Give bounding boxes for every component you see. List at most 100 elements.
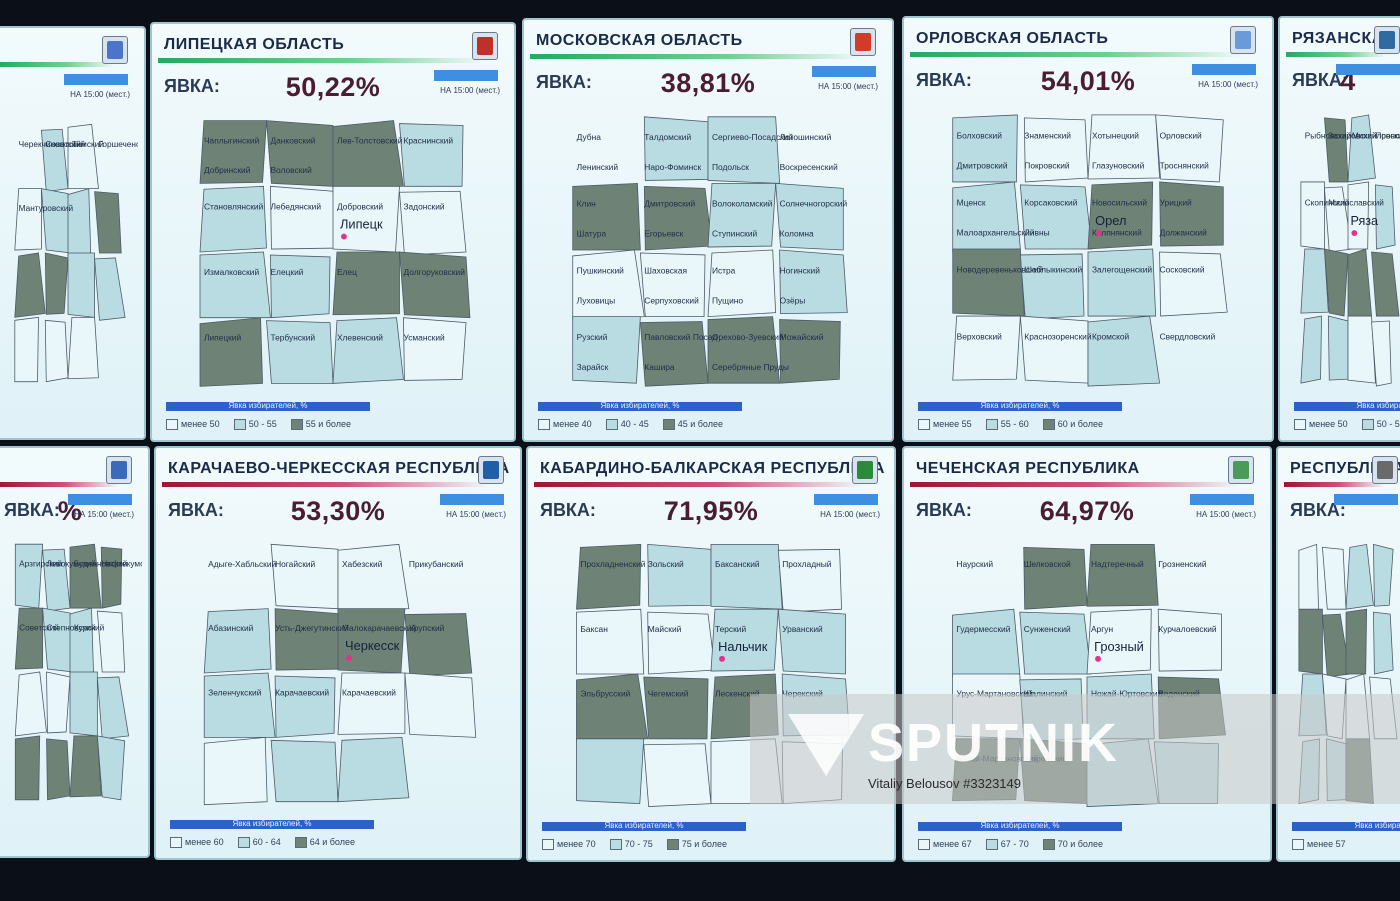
district-label: Пущино xyxy=(712,295,743,305)
title-underline xyxy=(1286,52,1386,57)
district-label: Елецкий xyxy=(270,267,303,277)
district-map: Болховский Знаменский Хотынецкий Орловский М… xyxy=(910,100,1266,398)
turnout-legend: Явка избирателей, % менее 40 40 - 45 45 и б… xyxy=(538,401,878,434)
district-shape xyxy=(1347,248,1372,320)
district-shape xyxy=(1087,248,1157,317)
district-label: Солнечногорский xyxy=(780,199,848,209)
district-shape xyxy=(777,548,842,613)
district-shape xyxy=(266,320,334,384)
title-underline xyxy=(910,52,1242,57)
legend-label: 64 и более xyxy=(309,837,355,848)
district-shape xyxy=(1373,543,1394,607)
district-shape xyxy=(710,608,779,672)
legend-swatch xyxy=(237,837,250,849)
district-label: Истра xyxy=(712,265,736,275)
district-shape xyxy=(337,736,410,803)
district-shape xyxy=(1375,184,1396,250)
district-label: Знаменский xyxy=(1024,130,1071,140)
district-shape xyxy=(1087,315,1161,387)
sputnik-logo-icon xyxy=(788,714,864,776)
district-shape xyxy=(952,315,1021,381)
district-shape xyxy=(952,608,1021,678)
district-label: Урицкий xyxy=(1160,197,1192,207)
legend-swatch xyxy=(170,837,182,849)
district-label: Черекский xyxy=(782,689,823,699)
capital-dot-icon xyxy=(346,655,352,661)
title-underline xyxy=(530,54,862,59)
district-label: Карачаевский xyxy=(275,688,329,698)
legend-swatch xyxy=(985,419,998,431)
district-label: Баксанский xyxy=(715,559,760,569)
district-label: Ножай-Юртовский xyxy=(1091,689,1163,699)
district-label: Чегемский xyxy=(648,689,689,699)
district-shape xyxy=(1300,181,1325,250)
legend-label: 60 и более xyxy=(1057,419,1103,430)
turnout-label: ЯВКА: xyxy=(916,70,972,90)
legend-item: менее 67 xyxy=(918,839,972,851)
district-shape xyxy=(572,182,641,251)
legend-bar xyxy=(918,402,1122,411)
district-label: Новодеревеньковский xyxy=(957,264,1044,274)
district-label: Кашира xyxy=(644,362,675,372)
time-note: НА 15:00 (мест.) xyxy=(70,90,130,99)
legend-item: 75 и более xyxy=(666,839,727,851)
legend-label: менее 55 xyxy=(933,419,972,430)
district-shape xyxy=(399,190,467,256)
turnout-value: 54,01% xyxy=(1040,66,1136,96)
legend-item: 70 - 75 xyxy=(609,839,653,851)
district-shape xyxy=(576,543,642,610)
region-title: ЛИПЕЦКАЯ ОБЛАСТЬ xyxy=(164,36,345,53)
district-label: Буденновский xyxy=(74,559,128,569)
turnout-value: 71,95% xyxy=(663,496,759,526)
district-map: Чаплыгинский Данковский Лев-Толстовский Кра… xyxy=(158,106,508,398)
district-shape xyxy=(274,675,336,738)
panel-header: ЧЕЧЕНСКАЯ РЕСПУБЛИКА xyxy=(904,448,1270,506)
district-shape xyxy=(14,316,39,383)
district-shape xyxy=(14,252,46,318)
district-shape xyxy=(69,607,94,676)
legend-swatch xyxy=(1042,839,1055,851)
legend-bar xyxy=(166,402,370,411)
district-shape xyxy=(643,743,712,807)
legend-item: менее 40 xyxy=(538,419,592,431)
district-label: Майский xyxy=(648,624,682,634)
region-panel: КАРАЧАЕВО-ЧЕРКЕССКАЯ РЕСПУБЛИКА ЯВКА: 53,3… xyxy=(154,446,522,860)
district-label: Елец xyxy=(337,267,357,277)
district-shape xyxy=(274,608,343,671)
legend-label: 50 - 55 xyxy=(248,419,277,430)
watermark: SPUTNIK Vitaliy Belousov #3323149 xyxy=(750,694,1400,804)
district-shape xyxy=(1347,315,1376,384)
legend-swatch xyxy=(542,839,554,851)
district-label: Становлянский xyxy=(204,201,264,211)
region-panel: МОСКОВСКАЯ ОБЛАСТЬ ЯВКА: 38,81% НА 15:00 (м… xyxy=(522,18,894,442)
district-label: Ливны xyxy=(1024,228,1049,238)
legend-caption: Явка избирателей, % xyxy=(1354,821,1400,830)
legend-item: менее 50 xyxy=(166,419,220,431)
district-label: Серпуховский xyxy=(644,295,699,305)
district-label: Хабезский xyxy=(342,559,383,569)
turnout-bar xyxy=(1336,64,1400,75)
turnout-label: ЯВКА: xyxy=(540,500,596,520)
turnout-legend: Явка избирателей, % менее 55 55 - 60 60 и б… xyxy=(918,401,1258,434)
district-label: Воловский xyxy=(270,165,312,175)
legend-item: 67 - 70 xyxy=(985,839,1029,851)
legend-label: менее 57 xyxy=(1307,839,1346,850)
district-label: Сунженский xyxy=(1024,624,1071,634)
district-label: Ступинский xyxy=(712,229,758,239)
legend-label: менее 60 xyxy=(185,837,224,848)
district-shape xyxy=(14,671,47,737)
district-shape xyxy=(46,738,71,801)
district-shape xyxy=(1347,114,1376,183)
legend-bar xyxy=(170,820,374,829)
district-shape xyxy=(707,316,781,384)
district-label: Терский xyxy=(715,624,747,634)
region-title: ЧЕЧЕНСКАЯ РЕСПУБЛИКА xyxy=(916,460,1140,477)
district-shape xyxy=(1159,181,1224,247)
district-shape xyxy=(203,608,272,674)
capital-label: Липецк xyxy=(340,217,383,232)
district-label: Корсаковский xyxy=(1024,197,1077,207)
district-shape xyxy=(332,251,400,316)
district-label: Степновский xyxy=(47,622,96,632)
district-label: Зольский xyxy=(648,559,684,569)
district-shape xyxy=(576,673,649,743)
